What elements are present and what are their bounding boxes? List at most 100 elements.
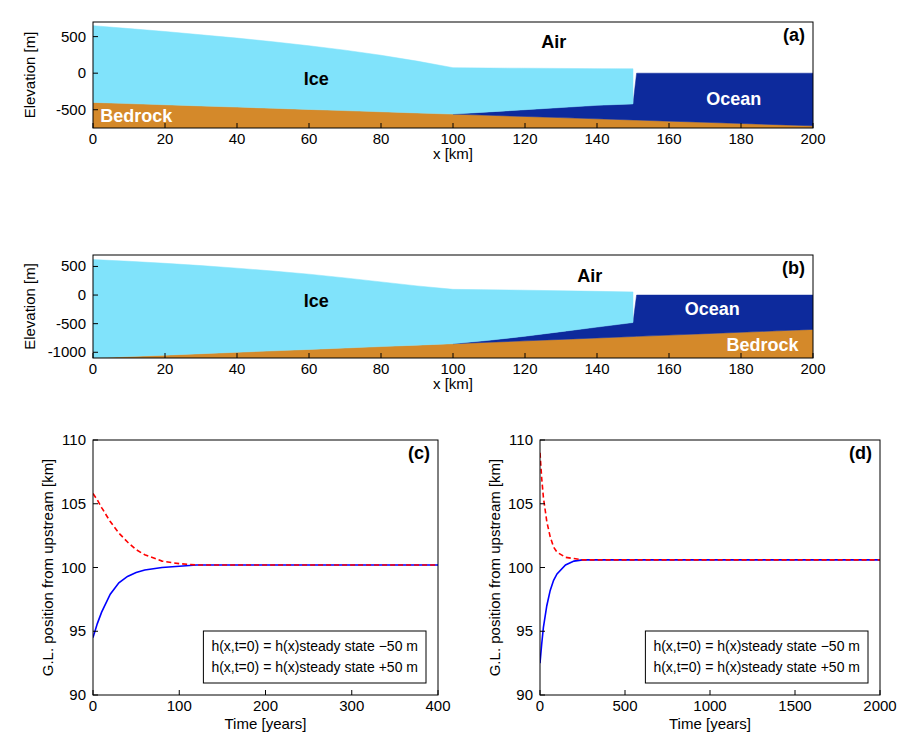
y-tick bbox=[540, 631, 545, 632]
x-tick-label: 0 bbox=[89, 360, 97, 377]
x-tick-label: 140 bbox=[584, 360, 609, 377]
axes-frame bbox=[93, 22, 813, 128]
x-tick bbox=[237, 123, 238, 128]
y-axis-title: G.L. position from upstream [km] bbox=[39, 459, 56, 677]
x-tick bbox=[351, 690, 352, 695]
y-tick bbox=[93, 352, 98, 353]
panel-label: (d) bbox=[849, 443, 872, 463]
x-tick-label: 80 bbox=[373, 360, 390, 377]
y-tick bbox=[93, 295, 98, 296]
x-tick bbox=[381, 123, 382, 128]
x-tick-label: 500 bbox=[612, 697, 637, 714]
y-tick bbox=[93, 266, 98, 267]
y-tick-label: 110 bbox=[62, 431, 86, 448]
area bbox=[93, 260, 633, 358]
x-tick-label: 140 bbox=[584, 130, 609, 147]
x-tick-label: 160 bbox=[656, 360, 681, 377]
y-tick-label: -500 bbox=[56, 101, 86, 118]
x-tick bbox=[309, 353, 310, 358]
x-tick-label: 40 bbox=[229, 360, 246, 377]
x-tick-label: 300 bbox=[339, 697, 364, 714]
region-label: Ice bbox=[304, 69, 329, 89]
x-tick-label: 0 bbox=[89, 130, 97, 147]
x-tick bbox=[265, 690, 266, 695]
x-tick-label: 1000 bbox=[693, 697, 726, 714]
y-tick bbox=[93, 109, 98, 110]
y-axis-title: G.L. position from upstream [km] bbox=[486, 459, 503, 677]
y-tick bbox=[93, 323, 98, 324]
x-tick bbox=[93, 353, 94, 358]
x-tick bbox=[597, 353, 598, 358]
y-axis-title: Elevation [m] bbox=[21, 32, 38, 119]
x-axis-title: Time [years] bbox=[225, 715, 307, 732]
panel-label: (a) bbox=[783, 25, 805, 45]
y-tick-label: 90 bbox=[516, 686, 533, 703]
line bbox=[540, 560, 880, 663]
y-tick-label: 95 bbox=[69, 622, 86, 639]
y-tick bbox=[93, 440, 98, 441]
legend-label: h(x,t=0) = h(x)steady state −50 m bbox=[653, 638, 860, 654]
x-tick-label: 0 bbox=[89, 697, 97, 714]
legend-label: h(x,t=0) = h(x)steady state +50 m bbox=[211, 659, 418, 675]
legend-box bbox=[645, 631, 868, 683]
y-tick-label: -500 bbox=[56, 315, 86, 332]
x-tick-label: 100 bbox=[167, 697, 192, 714]
y-tick bbox=[540, 695, 545, 696]
y-tick bbox=[93, 503, 98, 504]
x-tick bbox=[813, 353, 814, 358]
axes-frame bbox=[93, 440, 438, 695]
x-tick bbox=[453, 123, 454, 128]
x-tick bbox=[597, 123, 598, 128]
x-tick-label: 120 bbox=[512, 130, 537, 147]
region-label: Air bbox=[577, 266, 602, 286]
y-tick bbox=[93, 36, 98, 37]
x-tick bbox=[540, 690, 541, 695]
x-tick bbox=[525, 353, 526, 358]
x-tick-label: 20 bbox=[157, 360, 174, 377]
line bbox=[93, 494, 438, 565]
x-tick bbox=[438, 690, 439, 695]
x-tick bbox=[525, 123, 526, 128]
x-tick-label: 200 bbox=[800, 130, 825, 147]
panel-label: (c) bbox=[408, 443, 430, 463]
x-tick bbox=[309, 123, 310, 128]
plot-area bbox=[93, 260, 813, 358]
legend-label: h(x,t=0) = h(x)steady state +50 m bbox=[653, 659, 860, 675]
x-tick bbox=[381, 353, 382, 358]
x-tick-label: 1500 bbox=[778, 697, 811, 714]
legend-label: h(x,t=0) = h(x)steady state −50 m bbox=[211, 638, 418, 654]
region-label: Air bbox=[541, 32, 566, 52]
y-tick-label: 90 bbox=[69, 686, 86, 703]
y-axis-title: Elevation [m] bbox=[21, 263, 38, 350]
y-tick-label: -1000 bbox=[48, 343, 86, 360]
region-label: Bedrock bbox=[100, 106, 173, 126]
x-tick bbox=[795, 690, 796, 695]
x-tick bbox=[669, 123, 670, 128]
x-tick bbox=[741, 123, 742, 128]
x-tick bbox=[813, 123, 814, 128]
x-tick-label: 60 bbox=[301, 130, 318, 147]
x-tick-label: 180 bbox=[728, 130, 753, 147]
x-tick-label: 40 bbox=[229, 130, 246, 147]
x-axis-title: Time [years] bbox=[669, 715, 751, 732]
y-tick bbox=[93, 631, 98, 632]
y-tick-label: 500 bbox=[61, 28, 86, 45]
plot-area bbox=[93, 494, 438, 638]
x-tick-label: 2000 bbox=[863, 697, 896, 714]
x-tick bbox=[165, 353, 166, 358]
axes-frame bbox=[93, 255, 813, 358]
x-tick bbox=[625, 690, 626, 695]
legend: h(x,t=0) = h(x)steady state −50 m h(x,t=0… bbox=[203, 631, 426, 683]
x-tick-label: 80 bbox=[373, 130, 390, 147]
x-axis-title: x [km] bbox=[433, 145, 473, 162]
y-tick bbox=[93, 695, 98, 696]
y-tick bbox=[540, 567, 545, 568]
y-tick bbox=[93, 73, 98, 74]
y-tick-label: 110 bbox=[509, 431, 533, 448]
legend: h(x,t=0) = h(x)steady state −50 m h(x,t=0… bbox=[645, 631, 868, 683]
y-tick-label: 500 bbox=[61, 257, 86, 274]
region-label: Ocean bbox=[706, 89, 761, 109]
x-tick bbox=[669, 353, 670, 358]
x-tick-label: 120 bbox=[512, 360, 537, 377]
x-tick-label: 180 bbox=[728, 360, 753, 377]
